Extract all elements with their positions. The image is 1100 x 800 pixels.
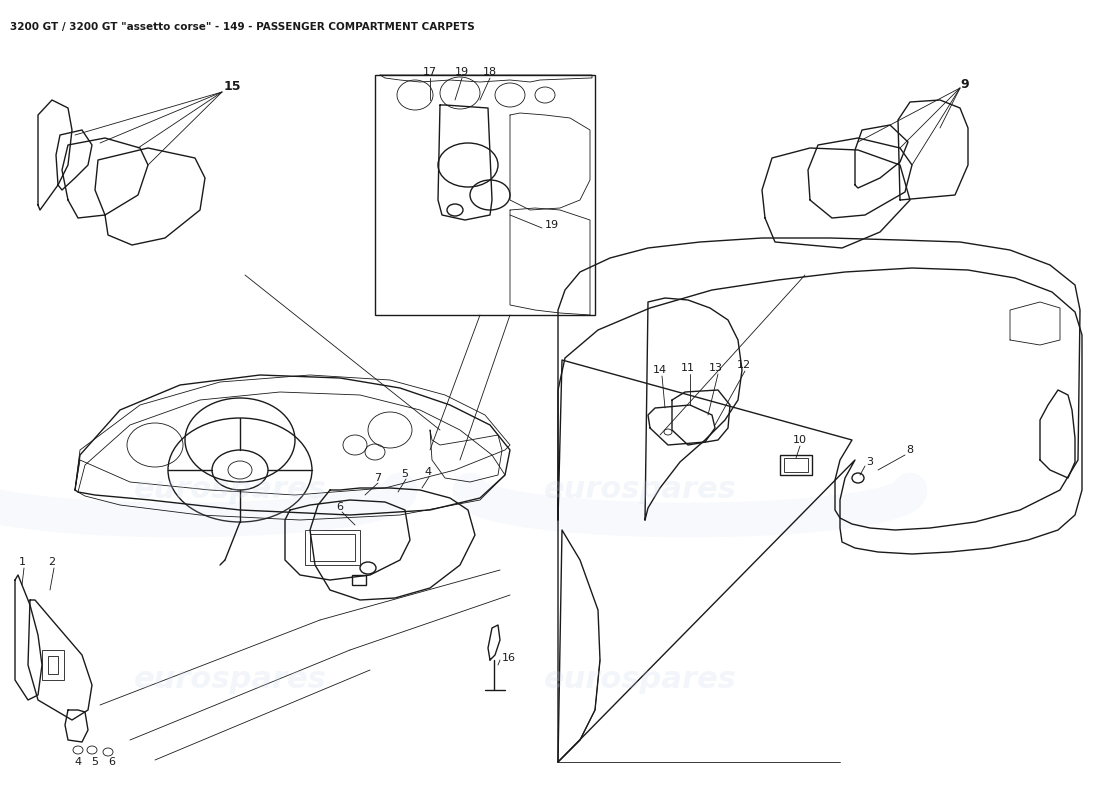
Text: 5: 5 xyxy=(91,757,99,767)
Text: 7: 7 xyxy=(374,473,382,483)
Text: 14: 14 xyxy=(653,365,667,375)
Text: 19: 19 xyxy=(455,67,469,77)
Bar xyxy=(375,75,595,315)
Text: 11: 11 xyxy=(681,363,695,373)
Text: eurospares: eurospares xyxy=(133,475,327,505)
Text: eurospares: eurospares xyxy=(543,666,736,694)
Text: 12: 12 xyxy=(737,360,751,370)
Text: eurospares: eurospares xyxy=(133,666,327,694)
Text: 18: 18 xyxy=(483,67,497,77)
Text: 6: 6 xyxy=(109,757,116,767)
Bar xyxy=(352,575,366,585)
Text: 13: 13 xyxy=(710,363,723,373)
Text: 4: 4 xyxy=(425,467,431,477)
Bar xyxy=(780,455,812,475)
Text: eurospares: eurospares xyxy=(543,475,736,505)
Text: 19: 19 xyxy=(544,220,559,230)
Text: 1: 1 xyxy=(19,557,25,567)
Text: 8: 8 xyxy=(906,445,914,455)
Bar xyxy=(305,530,360,565)
Text: 3: 3 xyxy=(867,457,873,467)
Text: 4: 4 xyxy=(75,757,81,767)
Bar xyxy=(784,458,808,472)
Text: 10: 10 xyxy=(793,435,807,445)
Bar xyxy=(42,650,64,680)
Text: 3200 GT / 3200 GT "assetto corse" - 149 - PASSENGER COMPARTMENT CARPETS: 3200 GT / 3200 GT "assetto corse" - 149 … xyxy=(10,22,475,32)
Text: 9: 9 xyxy=(960,78,969,91)
Text: 6: 6 xyxy=(337,502,343,512)
Text: 17: 17 xyxy=(422,67,437,77)
Text: 5: 5 xyxy=(402,469,408,479)
Text: 15: 15 xyxy=(223,81,241,94)
Bar xyxy=(310,534,355,561)
Text: 2: 2 xyxy=(48,557,56,567)
Text: 16: 16 xyxy=(502,653,516,663)
Bar xyxy=(48,656,58,674)
